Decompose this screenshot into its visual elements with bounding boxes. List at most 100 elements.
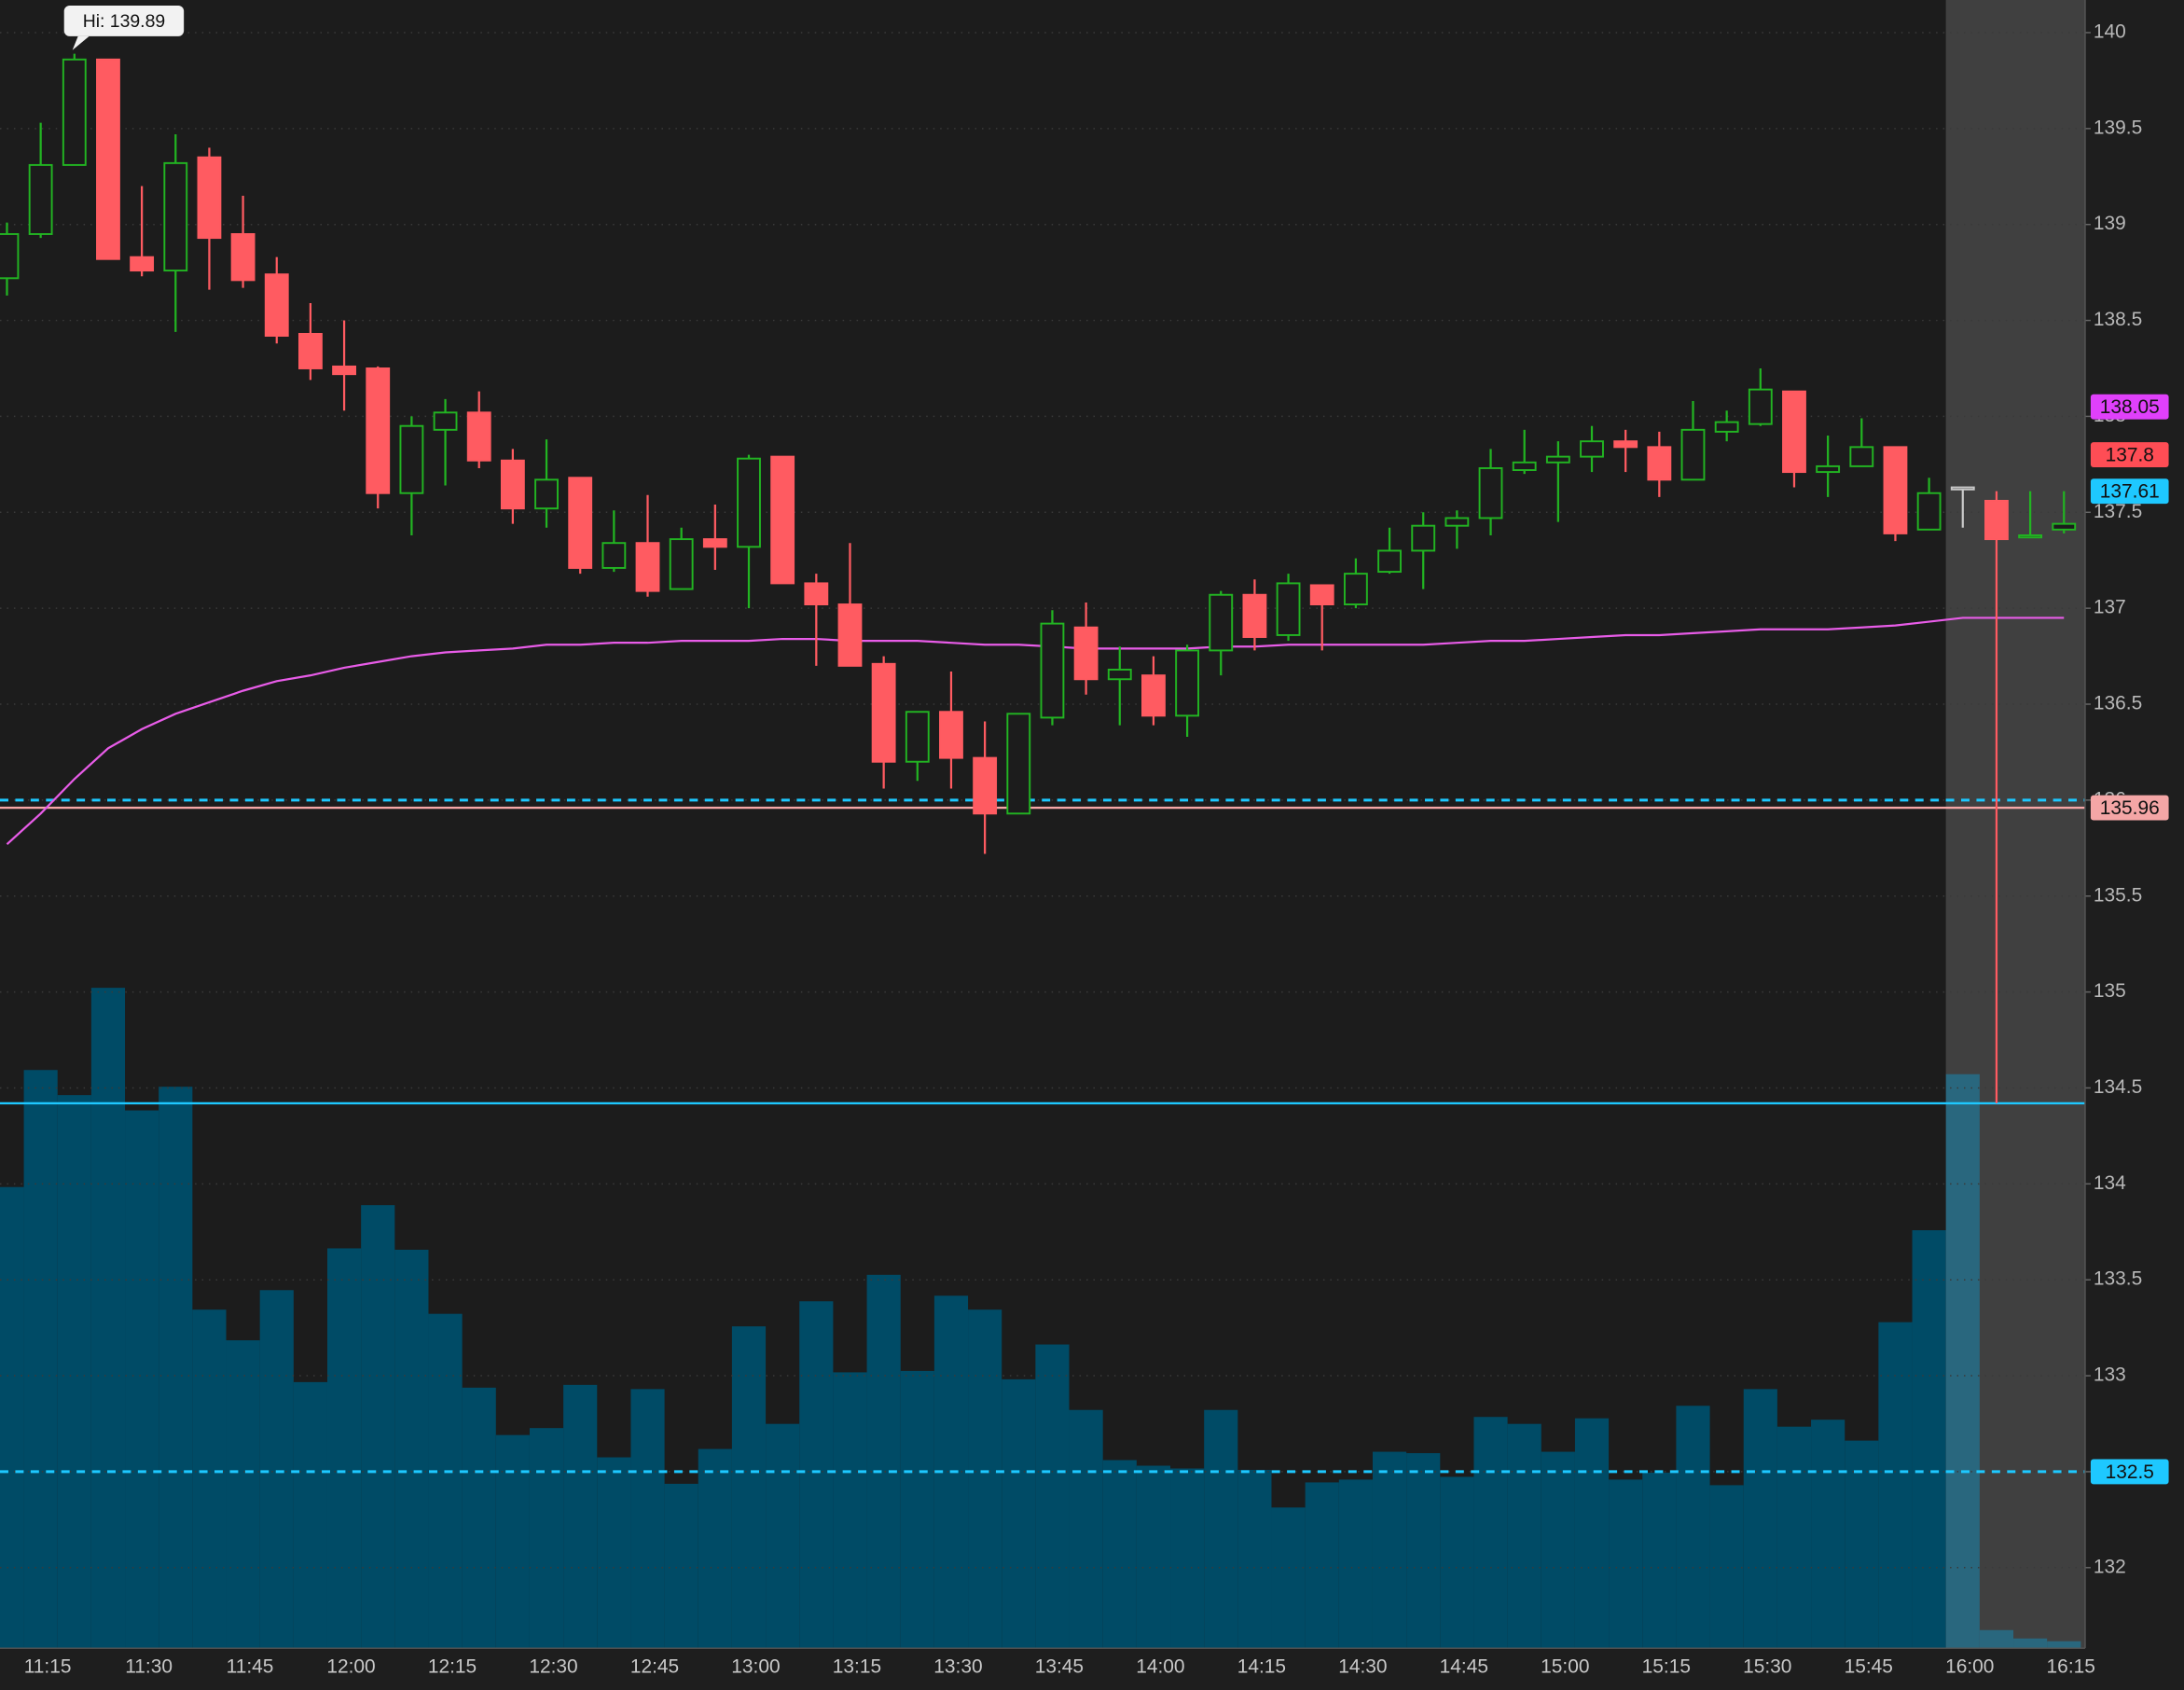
candle-body xyxy=(1478,467,1503,519)
candle-body xyxy=(939,711,963,759)
x-tick-label: 14:30 xyxy=(1338,1656,1387,1678)
volume-bar xyxy=(1609,1479,1643,1649)
y-tick-label: 132 xyxy=(2094,1556,2126,1577)
candle-body xyxy=(399,424,424,494)
candle-body xyxy=(466,411,491,462)
candle-body xyxy=(433,411,458,431)
volume-bar xyxy=(968,1309,1002,1649)
candle-body xyxy=(1040,622,1065,719)
annotation-text: Hi: 139.89 xyxy=(83,11,165,32)
volume-bar xyxy=(1271,1507,1306,1649)
candle-body xyxy=(297,332,323,369)
volume-bar xyxy=(159,1087,193,1649)
x-tick-label: 14:15 xyxy=(1237,1656,1286,1678)
volume-bar xyxy=(90,988,126,1649)
volume-bar xyxy=(563,1384,598,1649)
volume-bar xyxy=(1237,1469,1272,1649)
volume-bar xyxy=(326,1248,362,1649)
x-tick-label: 15:00 xyxy=(1541,1656,1589,1678)
candle-body xyxy=(1984,499,2009,541)
volume-bar xyxy=(1776,1426,1812,1649)
price-marker-label: 137.8 xyxy=(2106,445,2154,466)
volume-bar xyxy=(125,1110,159,1649)
y-tick-label: 138.5 xyxy=(2094,309,2142,330)
x-tick-label: 11:30 xyxy=(125,1656,173,1678)
candle-body xyxy=(534,478,559,510)
volume-bar xyxy=(1709,1485,1744,1649)
candle-body xyxy=(905,711,930,763)
volume-bar xyxy=(226,1340,260,1649)
y-tick-label: 137 xyxy=(2094,597,2126,618)
candle-body xyxy=(1816,464,1841,474)
candle-body xyxy=(1175,649,1200,717)
price-tag-label: 132.5 xyxy=(2106,1461,2154,1483)
volume-bar xyxy=(1102,1460,1137,1649)
volume-bar xyxy=(1743,1389,1777,1649)
volume-bar xyxy=(2047,1641,2081,1649)
y-tick-label: 139 xyxy=(2094,213,2126,234)
candle-body xyxy=(1073,626,1099,681)
y-tick-label: 140 xyxy=(2094,21,2126,43)
volume-bar xyxy=(866,1274,901,1649)
x-tick-label: 16:00 xyxy=(1945,1656,1994,1678)
x-tick-label: 12:45 xyxy=(630,1656,679,1678)
price-marker-label: 137.61 xyxy=(2100,481,2160,503)
y-tick-label: 133 xyxy=(2094,1364,2126,1386)
volume-bar xyxy=(597,1457,631,1649)
price-marker xyxy=(2090,394,2169,420)
candle-body xyxy=(1883,446,1908,534)
y-tick-label: 135.5 xyxy=(2094,884,2142,906)
volume-bar xyxy=(1878,1322,1913,1649)
volume-bar xyxy=(529,1428,564,1649)
volume-bar xyxy=(1642,1472,1677,1649)
candle-body xyxy=(1411,524,1436,552)
volume-bar xyxy=(1811,1420,1845,1649)
x-tick-label: 12:00 xyxy=(326,1656,375,1678)
y-tick-label: 137.5 xyxy=(2094,501,2142,522)
candle-body xyxy=(1377,549,1402,574)
candle-body xyxy=(62,58,87,166)
x-tick-label: 13:30 xyxy=(933,1656,982,1678)
volume-bar xyxy=(1406,1453,1441,1649)
y-tick-label: 135 xyxy=(2094,980,2126,1002)
candle-body xyxy=(1647,446,1672,481)
candle-body xyxy=(366,367,391,494)
x-tick-label: 12:15 xyxy=(428,1656,477,1678)
candle-body xyxy=(130,256,155,272)
x-tick-label: 16:15 xyxy=(2047,1656,2095,1678)
volume-bar xyxy=(1002,1378,1036,1649)
volume-bar xyxy=(1305,1482,1339,1649)
volume-bar xyxy=(1136,1465,1171,1649)
candle-body xyxy=(568,477,593,569)
volume-bar xyxy=(1541,1451,1575,1649)
price-layer xyxy=(0,32,2085,1569)
candle-body xyxy=(837,603,863,667)
volume-bar xyxy=(900,1370,934,1649)
candle-body xyxy=(1950,486,1975,491)
price-marker-label: 138.05 xyxy=(2100,396,2160,418)
x-tick-label: 11:45 xyxy=(227,1656,274,1678)
candle-body xyxy=(1309,584,1334,606)
x-tick-label: 15:15 xyxy=(1642,1656,1691,1678)
x-tick-label: 13:15 xyxy=(833,1656,881,1678)
volume-bar xyxy=(2013,1638,2048,1649)
volume-bar xyxy=(293,1381,327,1649)
candle-body xyxy=(2052,522,2077,531)
extended-hours-shade xyxy=(1945,0,2085,1649)
volume-bar xyxy=(664,1483,698,1649)
candle-body xyxy=(1613,440,1638,449)
candle-body xyxy=(1006,713,1031,815)
candle-body xyxy=(2018,534,2043,539)
volume-bar xyxy=(1979,1629,2014,1649)
candle-body xyxy=(770,455,795,585)
candle-body xyxy=(804,582,829,606)
candle-body xyxy=(1209,593,1234,652)
candle-body xyxy=(230,233,256,282)
candle-body xyxy=(601,542,627,569)
volume-bar xyxy=(394,1249,429,1649)
candle-body xyxy=(1343,573,1368,606)
y-tick-label: 134 xyxy=(2094,1172,2126,1194)
candle-body xyxy=(1849,446,1874,467)
